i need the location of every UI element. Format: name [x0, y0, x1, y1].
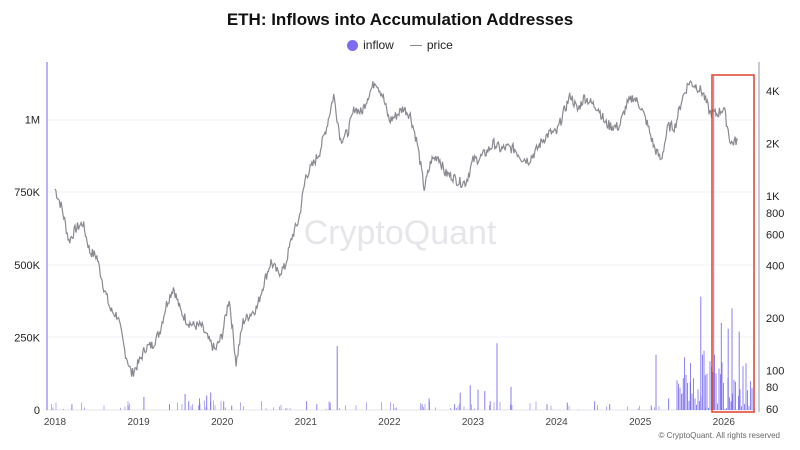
price-line: [54, 80, 739, 377]
inflow-bar: [496, 343, 498, 410]
left-axis: 0 250K 500K 750K 1M: [14, 115, 40, 417]
watermark: CryptoQuant: [304, 214, 497, 252]
inflow-bar: [459, 392, 461, 410]
right-axis-tick: 200: [766, 313, 784, 325]
right-axis-tick: 100: [766, 365, 784, 377]
inflow-bar: [727, 328, 729, 410]
x-axis-tick: 2019: [127, 417, 150, 428]
left-axis-tick: 750K: [14, 187, 40, 199]
inflow-bar: [738, 331, 740, 410]
legend-dot-icon: [347, 39, 359, 51]
x-axis-tick: 2025: [629, 417, 652, 428]
left-axis-tick: 0: [34, 405, 40, 417]
inflow-bars: [46, 62, 753, 410]
inflow-bar: [682, 378, 684, 410]
inflow-bar: [609, 404, 611, 410]
inflow-bar: [169, 404, 170, 410]
inflow-bar: [231, 405, 233, 410]
legend-label: inflow: [363, 38, 394, 52]
x-axis-tick: 2018: [44, 417, 67, 428]
inflow-bar: [223, 401, 225, 410]
inflow-bar: [127, 405, 129, 410]
x-axis-tick: 2024: [545, 417, 568, 428]
x-axis: 2018 2019 2020 2021 2022 2023 2024 2025 2026: [44, 417, 735, 428]
x-axis-tick: 2022: [378, 417, 401, 428]
inflow-bar: [731, 308, 733, 410]
inflow-bar: [143, 396, 145, 410]
left-axis-tick: 250K: [14, 332, 40, 344]
inflow-bar: [336, 346, 338, 410]
inflow-bar: [454, 404, 456, 410]
gridlines: [46, 119, 754, 411]
right-axis-tick: 1K: [766, 191, 780, 203]
right-axis-tick: 600: [766, 230, 784, 242]
right-axis-tick: 2K: [766, 138, 780, 150]
inflow-bar: [316, 404, 318, 410]
inflow-bar: [700, 296, 702, 410]
x-axis-tick: 2026: [713, 417, 736, 428]
right-axis-tick: 80: [766, 382, 778, 394]
inflow-bar: [199, 398, 200, 410]
inflow-bar: [704, 375, 706, 410]
right-axis-tick: 4K: [766, 86, 780, 98]
inflow-bar: [184, 394, 186, 410]
inflow-bar: [421, 404, 423, 410]
legend-line-icon: [409, 44, 422, 46]
inflow-bar: [329, 402, 331, 410]
inflow-bar: [306, 401, 308, 410]
inflow-bar: [188, 401, 190, 410]
inflow-bar: [713, 76, 715, 410]
inflow-bar: [689, 382, 691, 410]
legend-label: price: [426, 38, 453, 52]
inflow-bar: [655, 354, 657, 410]
chart-title: ETH: Inflows into Accumulation Addresses: [226, 10, 574, 29]
legend-item-price[interactable]: price: [409, 38, 453, 52]
x-axis-tick: 2021: [295, 417, 318, 428]
inflow-bar: [668, 398, 670, 410]
x-axis-tick: 2020: [211, 417, 234, 428]
x-axis-tick: 2023: [462, 417, 485, 428]
right-axis: 60 80 100 200 400 600 800 1K 2K 4K: [766, 86, 784, 416]
inflow-bar: [566, 402, 568, 410]
inflow-bar: [206, 395, 208, 410]
legend-item-inflow[interactable]: inflow: [347, 38, 394, 52]
inflow-bar: [510, 386, 512, 410]
left-axis-tick: 1M: [25, 115, 40, 127]
inflow-bar: [428, 398, 430, 410]
inflow-bar: [46, 62, 48, 410]
inflow-bar: [210, 392, 212, 410]
left-axis-tick: 500K: [14, 260, 40, 272]
inflow-bar: [650, 405, 652, 410]
inflow-bar: [484, 391, 486, 410]
inflow-bar: [477, 389, 479, 410]
inflow-bar: [469, 385, 471, 410]
right-axis-tick: 400: [766, 260, 784, 272]
inflow-bar: [720, 322, 722, 410]
inflow-bar: [489, 401, 491, 410]
copyright-footer: © CryptoQuant. All rights reserved: [658, 431, 781, 440]
inflow-bar: [594, 401, 596, 410]
highlight-box: [711, 74, 755, 413]
inflow-bar: [546, 404, 548, 410]
right-axis-tick: 800: [766, 208, 784, 220]
legend: inflow price: [0, 38, 800, 52]
inflow-bar: [71, 404, 73, 410]
right-axis-tick: 60: [766, 404, 778, 416]
